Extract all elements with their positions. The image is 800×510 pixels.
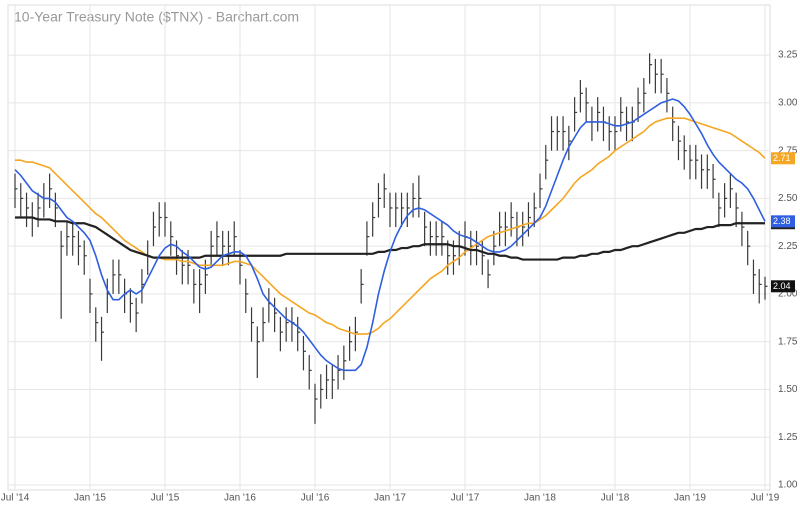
last-value-badge — [771, 215, 795, 228]
y-tick-label: 2.25 — [778, 241, 798, 252]
y-tick-label: 2.50 — [778, 193, 798, 204]
plot-frame — [7, 4, 771, 491]
x-tick-label: Jul '16 — [301, 493, 330, 504]
x-tick-label: Jan '17 — [374, 493, 406, 504]
last-price-badge — [771, 280, 795, 293]
y-tick-label: 1.00 — [778, 480, 798, 491]
x-tick-label: Jul '18 — [601, 493, 630, 504]
y-tick-label: 1.75 — [778, 336, 798, 347]
y-tick-label: 1.25 — [778, 432, 798, 443]
x-tick-label: Jan '19 — [674, 493, 706, 504]
x-tick-label: Jan '16 — [224, 493, 256, 504]
x-tick-label: Jul '15 — [151, 493, 180, 504]
y-tick-label: 1.50 — [778, 384, 798, 395]
x-tick-label: Jan '18 — [524, 493, 556, 504]
x-tick-label: Jan '15 — [74, 493, 106, 504]
x-tick-label: Jul '17 — [451, 493, 480, 504]
x-tick-label: Jul '14 — [1, 493, 30, 504]
last-value-badge-label: 2.71 — [773, 153, 791, 163]
chart-title: 10-Year Treasury Note ($TNX) - Barchart.… — [14, 9, 299, 25]
last-value-badge-label: 2.38 — [773, 216, 791, 226]
moving-average-line — [15, 117, 766, 335]
y-tick-label: 2.75 — [778, 145, 798, 156]
y-tick-label: 3.25 — [778, 50, 798, 61]
last-price-badge-label: 2.04 — [773, 281, 791, 291]
x-tick-label: Jul '19 — [751, 493, 780, 504]
y-tick-label: 3.00 — [778, 98, 798, 109]
last-value-badge — [771, 152, 795, 165]
y-tick-label: 2.00 — [778, 289, 798, 300]
moving-average-line — [14, 98, 766, 372]
